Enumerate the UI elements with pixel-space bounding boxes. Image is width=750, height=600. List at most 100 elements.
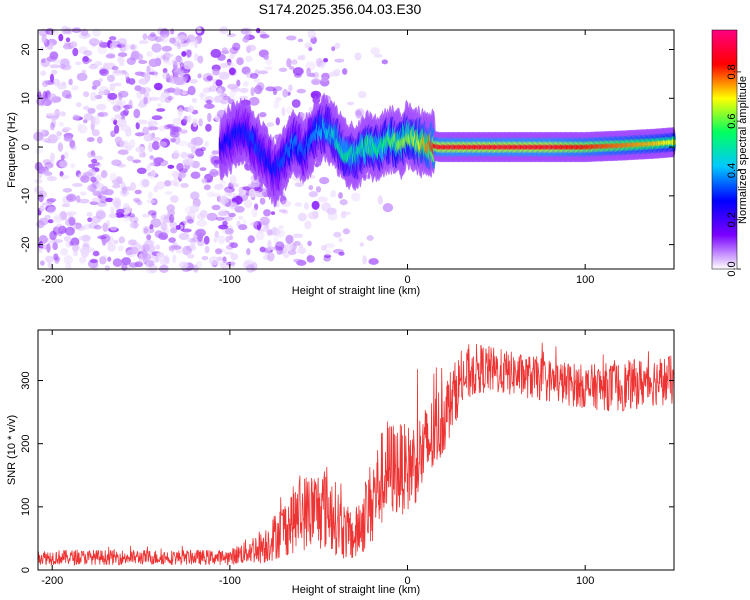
spectrogram-cell [247,183,259,189]
spectrogram-cell [141,178,150,188]
spectrogram-cell [185,157,194,166]
spectrogram-cell [293,241,301,246]
spectrogram-cell [154,36,162,43]
spectrogram-cell [289,66,295,70]
spectrogram-cell [246,263,255,273]
spectrogram-cell [246,248,251,256]
x-tick-label: -100 [219,274,241,286]
spectrogram-cell [100,170,108,179]
spectrogram-cell [270,211,276,216]
spectrogram-cell [187,40,195,46]
spectrogram-cell [146,65,151,75]
spectrogram-cell [182,60,194,70]
spectrogram-cell [187,238,194,243]
spectrogram-cell [244,259,254,266]
spectrogram-cell [126,155,134,162]
spectrogram-cell [49,51,59,60]
spectrogram-cell [65,94,72,100]
spectrogram-cell [91,43,96,48]
spectrogram-cell [190,204,199,213]
spectrogram-cell [170,227,178,234]
spectrogram-cell [70,237,80,247]
spectrogram-cell [187,253,195,259]
spectrogram-cell [196,219,207,227]
spectrogram-cell [139,99,144,106]
spectrogram-cell [203,235,210,245]
spectrogram-cell [60,111,66,117]
spectrogram-cell [50,69,58,75]
spectrogram-cell [137,53,144,61]
spectrogram-cell [142,33,148,40]
spectrogram-cell [95,210,106,220]
spectrogram-cell [205,123,212,132]
spectrogram-cell [330,190,337,198]
spectrogram-cell [40,260,45,266]
snr-x-label: Height of straight line (km) [292,584,420,596]
spectrogram-cell [215,216,225,221]
spectrogram-cell [254,203,259,211]
spectrogram-cell [70,163,76,169]
spectrogram-cell [113,70,124,74]
spectrogram-cell [128,239,137,246]
spectrogram-cell [49,230,57,241]
spectrogram-cell [275,96,282,102]
spectrogram-cell [54,114,59,120]
spectrogram-cell [312,210,319,219]
spectrogram-cell [179,224,184,230]
spectrogram-cell [46,243,51,253]
spectrogram-cell [107,92,118,100]
spectrogram-cell [342,211,352,216]
snr-frame [37,329,675,571]
spectrogram-cell [190,171,201,179]
spectrogram-cell [263,54,269,60]
spectrogram-cell [134,71,145,76]
spectrogram-cell [310,90,322,99]
spectrogram-cell [230,253,239,261]
spectrogram-cell [144,260,155,267]
spectrogram-cell [137,119,148,125]
spectrogram-cell [139,87,146,95]
spectrogram-cell [159,94,167,103]
spectrogram-cell [37,247,43,253]
spectrogram-cell [69,139,76,149]
spectrogram-cell [156,181,166,190]
spectrogram-cell [156,252,165,258]
spectrogram-frame [37,29,675,270]
spectrogram-cell [278,67,288,73]
spectrogram-cell [86,212,93,217]
spectrogram-cell [204,141,209,147]
spectrogram-cell [211,192,221,198]
spectrogram-cell [248,188,256,198]
spectrogram-cell [229,235,233,241]
spectrogram-cell [76,225,86,232]
y-tick-label: 0 [20,567,32,573]
spectrogram-cell [230,242,239,249]
spectrogram-cell [34,161,43,171]
spectrogram-cell [203,184,211,191]
spectrogram-cell [96,182,105,191]
spectrogram-cell [244,34,250,41]
spectrogram-cell [366,235,374,241]
spectrogram-cell [202,87,212,94]
spectrogram-cell [307,29,317,39]
spectrogram-cell [88,64,99,70]
spectrogram-cell [42,138,52,143]
spectrogram-cell [99,69,108,75]
spectrogram-cell [355,109,362,119]
spectrogram-cell [213,237,218,243]
spectrogram-cell [149,96,160,101]
spectrogram-cell [255,231,265,241]
spectrogram-cell [91,152,96,158]
spectrogram-cell [35,148,43,154]
spectrogram-cell [146,164,151,172]
spectrogram-cell [320,245,327,251]
spectrogram-cell [72,183,83,187]
figure-title: S174.2025.356.04.03.E30 [259,1,422,17]
spectrogram-cell [59,211,68,221]
spectrogram-cell [106,74,116,83]
spectrogram-cell [149,155,155,160]
spectrogram-cell [334,42,341,49]
spectrogram-cell [229,192,238,198]
spectrogram-cell [297,247,307,255]
spectrogram-cell [95,174,102,182]
